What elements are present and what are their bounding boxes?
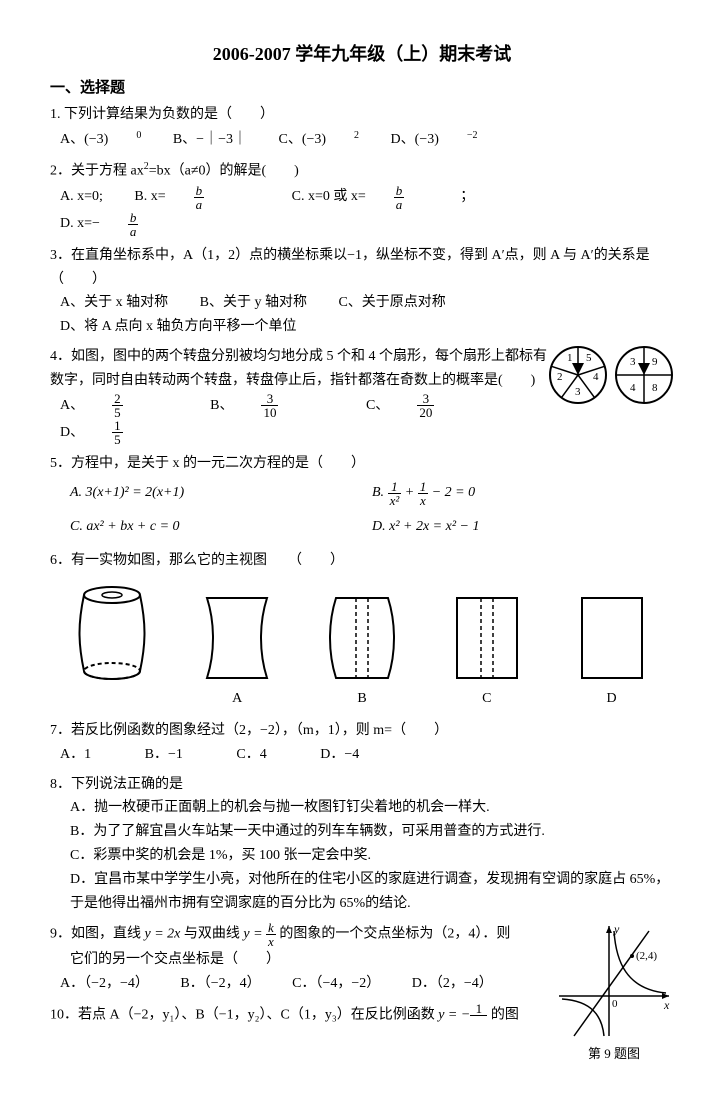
q8-opt-d: D．宜昌市某中学学生小亮，对他所在的住宅小区的家庭进行调查，发现拥有空调的家庭占… bbox=[70, 868, 674, 916]
question-8: 8．下列说法正确的是 A．抛一枚硬币正面朝上的机会与抛一枚图钉钉尖着地的机会一样… bbox=[50, 773, 674, 916]
q1-stem: 1. 下列计算结果为负数的是（ ） bbox=[50, 103, 674, 127]
q2-stem: 2．关于方程 ax2=bx（a≠0）的解是( ) bbox=[50, 158, 674, 183]
svg-text:4: 4 bbox=[593, 371, 599, 383]
q2-opt-b: B. x=ba bbox=[134, 184, 260, 211]
spinner-4: 3 9 4 8 bbox=[614, 345, 674, 405]
q6-labels: A B C D bbox=[50, 687, 674, 711]
question-9: 9．如图，直线 y = 2x 与双曲线 y = kx 的图象的一个交点坐标为（2… bbox=[50, 921, 674, 1065]
svg-text:5: 5 bbox=[586, 352, 592, 364]
question-10: 10．若点 A（−2，y₁）、B（−1，y₂）、C（1，y₃）在反比例函数 y … bbox=[50, 1002, 554, 1029]
q1-opt-c: C、(−3)2 bbox=[278, 127, 359, 152]
q6-opt-b-icon bbox=[322, 593, 402, 683]
q5-opt-c: C. ax² + bx + c = 0 bbox=[70, 510, 372, 544]
page-title: 2006-2007 学年九年级（上）期末考试 bbox=[50, 40, 674, 66]
question-3: 3．在直角坐标系中，A（1，2）点的横坐标乘以−1，纵坐标不变，得到 A′点，则… bbox=[50, 244, 674, 339]
question-4: 4．如图，图中的两个转盘分别被均匀地分成 5 个和 4 个扇形，每个扇形上都标有… bbox=[50, 345, 674, 447]
q9-opt-d: D．（2，−4） bbox=[412, 972, 493, 996]
svg-text:3: 3 bbox=[630, 356, 636, 368]
q3-opt-d: D、将 A 点向 x 轴负方向平移一个单位 bbox=[60, 315, 296, 339]
q8-opt-b: B．为了了解宜昌火车站某一天中通过的列车车辆数，可采用普查的方式进行. bbox=[70, 820, 674, 844]
q8-stem: 8．下列说法正确的是 bbox=[50, 773, 674, 797]
q9-opt-c: C．（−4，−2） bbox=[292, 972, 380, 996]
question-7: 7．若反比例函数的图象经过（2，−2），（m，1），则 m=（ ） A．1 B．… bbox=[50, 719, 674, 767]
q6-label-c: C bbox=[442, 687, 532, 711]
question-5: 5．方程中，是关于 x 的一元二次方程的是（ ） A. 3(x+1)² = 2(… bbox=[50, 452, 674, 543]
q1-opt-a: A、(−3)0 bbox=[60, 127, 141, 152]
q3-opt-a: A、关于 x 轴对称 bbox=[60, 291, 168, 315]
svg-text:9: 9 bbox=[652, 356, 658, 368]
q9-opt-a: A．（−2，−4） bbox=[60, 972, 149, 996]
q7-opt-d: D．−4 bbox=[320, 743, 359, 767]
q6-label-b: B bbox=[317, 687, 407, 711]
q3-stem: 3．在直角坐标系中，A（1，2）点的横坐标乘以−1，纵坐标不变，得到 A′点，则… bbox=[50, 244, 674, 292]
q7-opt-a: A．1 bbox=[60, 743, 91, 767]
q2-opt-c: C. x=0 或 x=ba； bbox=[292, 184, 503, 211]
q6-opt-a-icon bbox=[197, 593, 277, 683]
svg-text:4: 4 bbox=[630, 382, 636, 394]
q4-options: A、25 B、310 C、320 D、15 bbox=[60, 392, 548, 446]
q6-shapes bbox=[50, 583, 674, 683]
q4-opt-a: A、25 bbox=[60, 392, 179, 419]
q7-opt-c: C．4 bbox=[236, 743, 266, 767]
q8-opt-a: A．抛一枚硬币正面朝上的机会与抛一枚图钉钉尖着地的机会一样大. bbox=[70, 796, 674, 820]
question-2: 2．关于方程 ax2=bx（a≠0）的解是( ) A. x=0; B. x=ba… bbox=[50, 158, 674, 237]
q5-opt-b: B. 1x² + 1x − 2 = 0 bbox=[372, 476, 674, 510]
q4-opt-d: D、15 bbox=[60, 419, 179, 446]
q6-label-d: D bbox=[567, 687, 657, 711]
q4-stem: 4．如图，图中的两个转盘分别被均匀地分成 5 个和 4 个扇形，每个扇形上都标有… bbox=[50, 345, 548, 393]
q6-opt-c-icon bbox=[447, 593, 527, 683]
question-1: 1. 下列计算结果为负数的是（ ） A、(−3)0 B、−｜−3｜ C、(−3)… bbox=[50, 103, 674, 152]
q9-caption: 第 9 题图 bbox=[554, 1043, 674, 1065]
q2-options: A. x=0; B. x=ba C. x=0 或 x=ba； D. x=−ba bbox=[60, 184, 674, 238]
question-6: 6．有一实物如图，那么它的主视图 （ ） bbox=[50, 549, 674, 711]
q9-stem: 9．如图，直线 y = 2x 与双曲线 y = kx 的图象的一个交点坐标为（2… bbox=[50, 921, 554, 948]
svg-text:1: 1 bbox=[567, 352, 573, 364]
q5-stem: 5．方程中，是关于 x 的一元二次方程的是（ ） bbox=[50, 452, 674, 476]
hyperbola-graph-icon: (2,4) 0 x y bbox=[554, 921, 674, 1041]
svg-text:(2,4): (2,4) bbox=[636, 950, 657, 962]
svg-text:8: 8 bbox=[652, 382, 658, 394]
q9-line2: 它们的另一个交点坐标是（ ） bbox=[70, 948, 554, 972]
svg-text:x: x bbox=[663, 998, 670, 1012]
section-heading: 一、选择题 bbox=[50, 76, 674, 97]
spinner-5: 1 5 4 3 2 bbox=[548, 345, 608, 405]
q1-options: A、(−3)0 B、−｜−3｜ C、(−3)2 D、(−3)−2 bbox=[60, 127, 674, 152]
q1-opt-d: D、(−3)−2 bbox=[391, 127, 478, 152]
q9-graph: (2,4) 0 x y 第 9 题图 bbox=[554, 921, 674, 1065]
q4-spinners: 1 5 4 3 2 3 9 4 8 bbox=[548, 345, 674, 405]
q2-opt-d: D. x=−ba bbox=[60, 211, 194, 238]
svg-text:y: y bbox=[613, 922, 620, 936]
q6-solid-icon bbox=[72, 583, 152, 683]
q5-opt-d: D. x² + 2x = x² − 1 bbox=[372, 510, 674, 544]
q3-opt-c: C、关于原点对称 bbox=[338, 291, 445, 315]
q6-stem: 6．有一实物如图，那么它的主视图 （ ） bbox=[50, 549, 674, 573]
svg-text:2: 2 bbox=[557, 371, 563, 383]
q2-opt-a: A. x=0; bbox=[60, 185, 103, 209]
svg-text:3: 3 bbox=[575, 386, 581, 398]
q3-options: A、关于 x 轴对称 B、关于 y 轴对称 C、关于原点对称 D、将 A 点向 … bbox=[60, 291, 674, 339]
q7-options: A．1 B．−1 C．4 D．−4 bbox=[60, 743, 674, 767]
q7-stem: 7．若反比例函数的图象经过（2，−2），（m，1），则 m=（ ） bbox=[50, 719, 674, 743]
q8-opt-c: C．彩票中奖的机会是 1%，买 100 张一定会中奖. bbox=[70, 844, 674, 868]
svg-text:0: 0 bbox=[612, 998, 618, 1010]
q9-opt-b: B．（−2，4） bbox=[180, 972, 260, 996]
q6-opt-d-icon bbox=[572, 593, 652, 683]
q4-opt-c: C、320 bbox=[366, 392, 490, 419]
q5-opt-a: A. 3(x+1)² = 2(x+1) bbox=[70, 476, 372, 510]
q3-opt-b: B、关于 y 轴对称 bbox=[200, 291, 307, 315]
q6-label-a: A bbox=[192, 687, 282, 711]
q9-options: A．（−2，−4） B．（−2，4） C．（−4，−2） D．（2，−4） bbox=[60, 972, 554, 996]
q7-opt-b: B．−1 bbox=[145, 743, 183, 767]
q1-opt-b: B、−｜−3｜ bbox=[173, 128, 247, 152]
q4-opt-b: B、310 bbox=[210, 392, 334, 419]
